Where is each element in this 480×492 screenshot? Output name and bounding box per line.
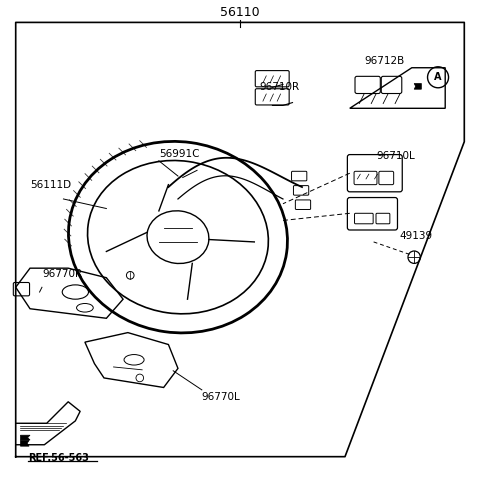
- Text: REF.56-563: REF.56-563: [28, 453, 88, 462]
- Text: 96770L: 96770L: [202, 392, 240, 402]
- Text: A: A: [434, 72, 442, 82]
- Polygon shape: [21, 435, 30, 440]
- Text: 96712B: 96712B: [364, 56, 404, 66]
- Text: 96770R: 96770R: [42, 269, 82, 279]
- Text: 56110: 56110: [220, 5, 260, 19]
- Text: 56991C: 56991C: [159, 149, 199, 158]
- Text: 96710R: 96710R: [259, 82, 299, 92]
- Text: 49139: 49139: [400, 231, 433, 241]
- Text: 96710L: 96710L: [376, 151, 415, 161]
- Polygon shape: [21, 440, 29, 446]
- Text: 56111D: 56111D: [30, 181, 71, 190]
- Polygon shape: [414, 84, 421, 89]
